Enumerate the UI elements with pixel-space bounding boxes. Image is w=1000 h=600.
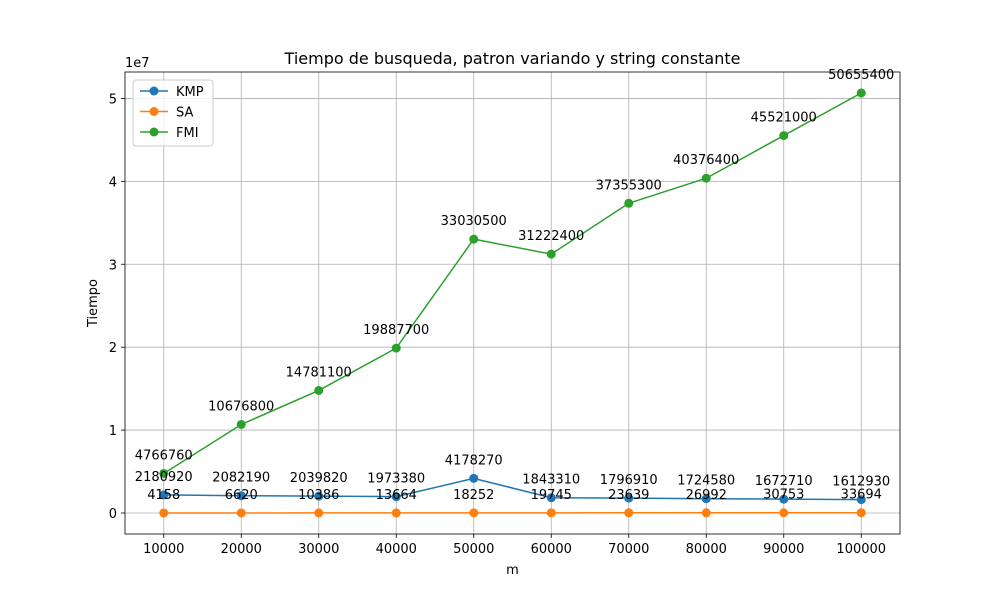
data-point-sa (159, 508, 169, 518)
y-tick-label: 5 (109, 92, 117, 107)
data-point-sa (546, 508, 556, 518)
x-axis-label: m (506, 563, 519, 578)
data-label-fmi: 10676800 (208, 399, 274, 414)
x-tick-label: 60000 (531, 542, 572, 557)
y-offset-text: 1e7 (125, 56, 150, 71)
legend-label-kmp: KMP (176, 85, 204, 100)
data-point-kmp (624, 493, 634, 503)
x-tick-label: 90000 (763, 542, 804, 557)
data-point-kmp (391, 492, 401, 502)
data-label-fmi: 31222400 (518, 229, 584, 244)
chart-title: Tiempo de busqueda, patron variando y st… (284, 49, 741, 68)
series-group (159, 88, 866, 518)
data-point-kmp (314, 491, 324, 501)
x-tick-label: 30000 (298, 542, 339, 557)
legend-marker-fmi (149, 127, 159, 137)
y-axis: 0 1 2 3 4 5 (109, 92, 125, 522)
data-label-sa: 10386 (298, 488, 339, 503)
x-tick-label: 70000 (608, 542, 649, 557)
x-tick-label: 50000 (453, 542, 494, 557)
data-point-fmi (314, 385, 324, 395)
data-label-fmi: 40376400 (673, 153, 739, 168)
data-point-fmi (159, 468, 169, 478)
data-label-kmp: 1796910 (600, 473, 658, 488)
data-label-fmi: 50655400 (828, 68, 894, 83)
data-point-sa (469, 508, 479, 518)
series-line-fmi (163, 92, 862, 475)
data-label-kmp: 2082190 (212, 471, 270, 486)
data-label-fmi: 14781100 (286, 365, 352, 380)
grid (125, 72, 900, 534)
data-label-sa: 6620 (225, 488, 258, 503)
data-point-fmi (469, 234, 479, 244)
data-point-sa (779, 508, 789, 518)
data-point-sa (391, 508, 401, 518)
series-line-kmp (163, 477, 862, 501)
data-label-kmp: 1843310 (522, 473, 580, 488)
data-label-sa: 23639 (608, 488, 649, 503)
data-point-fmi (701, 173, 711, 183)
data-label-kmp: 1973380 (367, 472, 425, 487)
legend-marker-sa (149, 107, 159, 116)
data-label-fmi: 37355300 (596, 178, 662, 193)
legend: KMP SA FMI (132, 79, 214, 147)
data-label-kmp: 2180920 (135, 470, 193, 485)
data-label-kmp: 4178270 (445, 453, 503, 468)
data-point-sa (236, 508, 246, 518)
data-point-kmp (469, 473, 479, 483)
y-tick-label: 4 (109, 175, 117, 190)
y-tick-label: 0 (109, 507, 117, 522)
data-label-sa: 30753 (763, 488, 804, 503)
data-point-kmp (159, 490, 169, 500)
data-point-kmp (546, 493, 556, 503)
y-tick-label: 2 (109, 341, 117, 356)
legend-marker-kmp (149, 86, 159, 96)
x-tick-label: 20000 (221, 542, 262, 557)
data-label-sa: 19745 (531, 488, 572, 503)
data-label-sa: 33694 (841, 488, 882, 503)
data-point-sa (314, 508, 324, 518)
data-point-fmi (391, 343, 401, 353)
data-point-kmp (779, 494, 789, 504)
y-axis-label: Tiempo (86, 279, 101, 328)
data-labels: 2180920 2082190 2039820 1973380 4178270 18433… (135, 68, 895, 503)
data-point-fmi (236, 419, 246, 429)
data-label-kmp: 1724580 (677, 474, 735, 489)
data-point-kmp (856, 495, 866, 505)
legend-label-fmi: FMI (176, 126, 199, 141)
data-point-kmp (236, 491, 246, 501)
data-label-sa: 4158 (147, 488, 180, 503)
data-label-kmp: 2039820 (290, 471, 348, 486)
x-tick-label: 80000 (686, 542, 727, 557)
y-tick-label: 1 (109, 424, 117, 439)
x-tick-label: 10000 (143, 542, 184, 557)
data-point-fmi (779, 131, 789, 141)
data-point-sa (701, 508, 711, 518)
data-label-sa: 26992 (686, 488, 727, 503)
data-point-sa (624, 508, 634, 518)
data-label-sa: 18252 (453, 488, 494, 503)
data-point-fmi (546, 249, 556, 259)
x-tick-label: 40000 (376, 542, 417, 557)
data-label-fmi: 19887700 (363, 323, 429, 338)
plot-area-frame (124, 71, 901, 535)
data-point-fmi (624, 198, 634, 208)
data-label-sa: 13664 (376, 488, 417, 503)
data-point-sa (856, 508, 866, 518)
x-axis: 10000 20000 30000 40000 50000 60000 70000 80000… (143, 534, 886, 557)
legend-label-sa: SA (176, 106, 193, 121)
data-point-fmi (856, 88, 866, 98)
y-tick-label: 3 (109, 258, 117, 273)
data-label-fmi: 4766760 (135, 448, 193, 463)
data-label-fmi: 45521000 (751, 111, 817, 126)
data-point-kmp (701, 494, 711, 504)
x-tick-label: 100000 (836, 542, 886, 557)
data-label-kmp: 1612930 (832, 475, 890, 490)
data-label-kmp: 1672710 (755, 474, 813, 489)
data-label-fmi: 33030500 (441, 214, 507, 229)
